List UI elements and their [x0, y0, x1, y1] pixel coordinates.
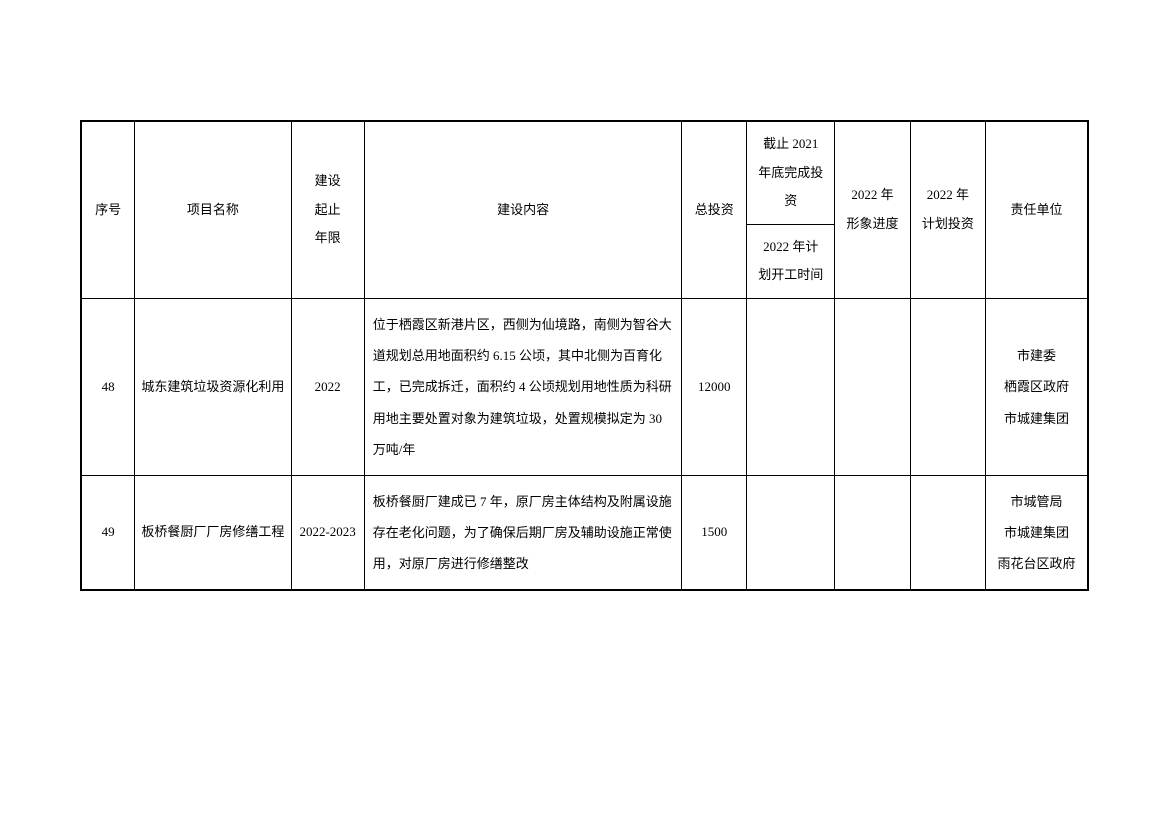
cell-seq: 49	[81, 475, 135, 590]
header-seq: 序号	[81, 121, 135, 298]
cell-project-name: 板桥餐厨厂厂房修缮工程	[135, 475, 291, 590]
table-header: 序号 项目名称 建设起止年限 建设内容 总投资 截止 2021年底完成投资 20…	[81, 121, 1088, 298]
cell-project-name: 城东建筑垃圾资源化利用	[135, 298, 291, 475]
cell-total-invest: 12000	[682, 298, 747, 475]
header-progress-2022: 2022 年形象进度	[835, 121, 910, 298]
table-row: 49 板桥餐厨厂厂房修缮工程 2022-2023 板桥餐厨厂建成已 7 年，原厂…	[81, 475, 1088, 590]
cell-period: 2022-2023	[291, 475, 364, 590]
cell-plan-invest	[910, 298, 985, 475]
cell-period: 2022	[291, 298, 364, 475]
projects-table: 序号 项目名称 建设起止年限 建设内容 总投资 截止 2021年底完成投资 20…	[80, 120, 1089, 591]
cell-merged-2	[747, 475, 835, 590]
header-period: 建设起止年限	[291, 121, 364, 298]
cell-content: 板桥餐厨厂建成已 7 年，原厂房主体结构及附属设施存在老化问题，为了确保后期厂房…	[364, 475, 682, 590]
header-plan-start-2022: 2022 年计划开工时间	[747, 224, 835, 298]
header-responsible: 责任单位	[986, 121, 1088, 298]
cell-progress	[835, 298, 910, 475]
header-plan-invest-2022: 2022 年计划投资	[910, 121, 985, 298]
header-project-name: 项目名称	[135, 121, 291, 298]
cell-seq: 48	[81, 298, 135, 475]
cell-progress	[835, 475, 910, 590]
cell-responsible: 市城管局市城建集团雨花台区政府	[986, 475, 1088, 590]
cell-plan-invest	[910, 475, 985, 590]
header-completed-2021: 截止 2021年底完成投资	[747, 121, 835, 224]
table-body: 48 城东建筑垃圾资源化利用 2022 位于栖霞区新港片区，西侧为仙境路，南侧为…	[81, 298, 1088, 590]
cell-responsible: 市建委栖霞区政府市城建集团	[986, 298, 1088, 475]
cell-merged-1	[747, 298, 835, 475]
header-content: 建设内容	[364, 121, 682, 298]
cell-total-invest: 1500	[682, 475, 747, 590]
cell-content: 位于栖霞区新港片区，西侧为仙境路，南侧为智谷大道规划总用地面积约 6.15 公顷…	[364, 298, 682, 475]
table-row: 48 城东建筑垃圾资源化利用 2022 位于栖霞区新港片区，西侧为仙境路，南侧为…	[81, 298, 1088, 475]
header-total-invest: 总投资	[682, 121, 747, 298]
